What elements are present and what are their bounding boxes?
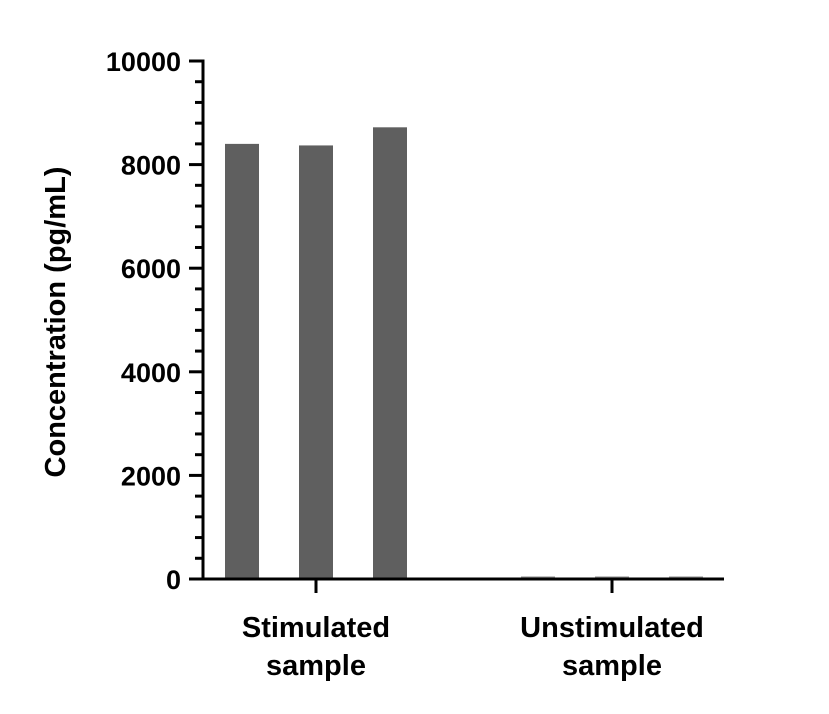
bar-1-2 [299,145,333,579]
bars-layer [225,127,703,579]
bar-1-1 [225,143,259,579]
labels-layer: 0 2000 4000 6000 8000 10000 Stimulated sample Un… [106,47,704,682]
y-tick-label: 8000 [121,151,181,181]
y-tick-label: 4000 [121,358,181,388]
y-tick-label: 10000 [106,47,181,77]
y-tick-label: 2000 [121,461,181,491]
y-tick-label: 6000 [121,254,181,284]
x-category-label: Stimulated [242,612,390,644]
y-tick-label: 0 [166,565,181,595]
y-axis-title: Concentration (pg/mL) [40,167,72,478]
x-category-label: sample [266,650,366,682]
x-category-label: Unstimulated [520,612,704,644]
axes-layer [189,59,724,593]
bar-1-3 [373,127,407,579]
x-category-label: sample [562,650,662,682]
